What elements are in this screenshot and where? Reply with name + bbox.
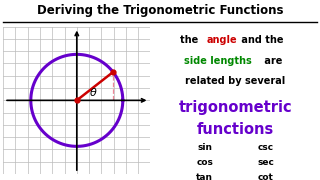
Text: side lengths: side lengths bbox=[184, 56, 252, 66]
Text: angle: angle bbox=[206, 35, 237, 45]
Text: related by several: related by several bbox=[185, 76, 285, 86]
Text: the: the bbox=[180, 35, 202, 45]
Text: sin: sin bbox=[197, 143, 212, 152]
Text: cot: cot bbox=[258, 173, 274, 180]
Text: Deriving the Trigonometric Functions: Deriving the Trigonometric Functions bbox=[37, 4, 283, 17]
Text: tan: tan bbox=[196, 173, 213, 180]
Text: θ: θ bbox=[90, 88, 96, 98]
Text: cos: cos bbox=[196, 158, 213, 167]
Text: trigonometric: trigonometric bbox=[178, 100, 292, 115]
Text: sec: sec bbox=[257, 158, 274, 167]
Text: functions: functions bbox=[196, 122, 274, 137]
Text: csc: csc bbox=[258, 143, 274, 152]
Text: are: are bbox=[261, 56, 282, 66]
Text: and the: and the bbox=[238, 35, 284, 45]
